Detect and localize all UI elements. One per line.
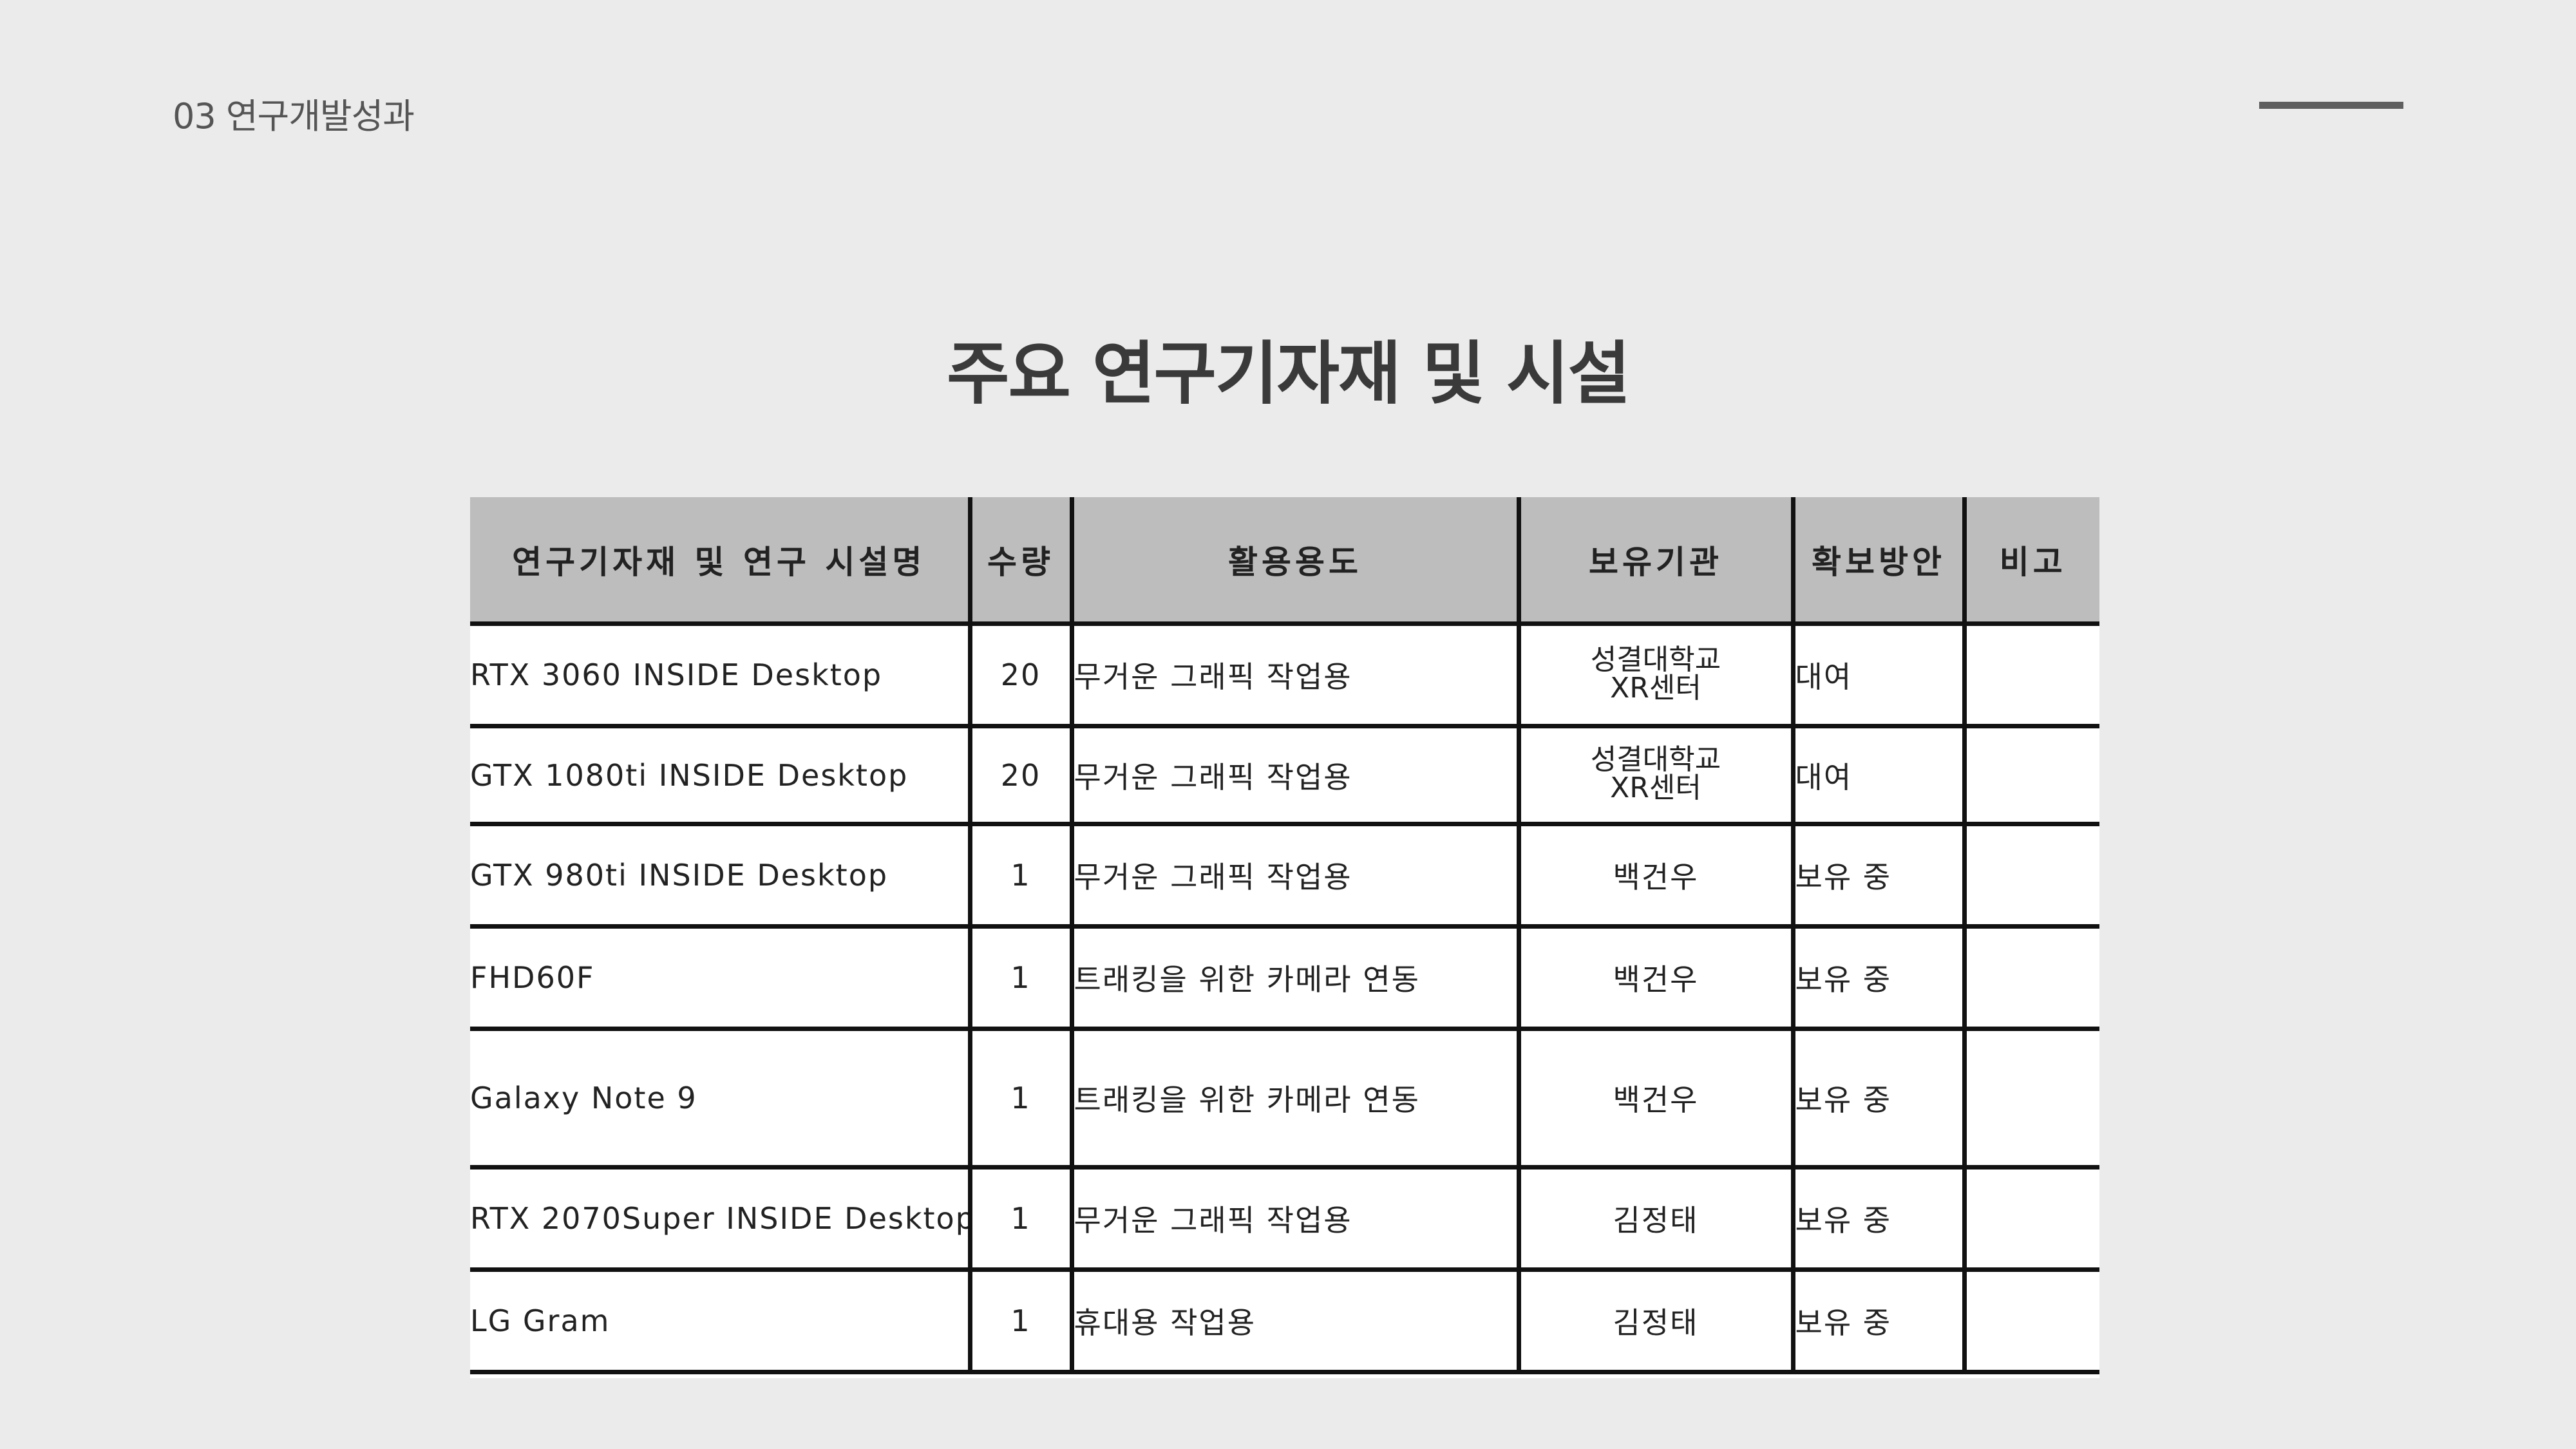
cell-org: 백건우 [1519,926,1795,1031]
table-row: GTX 1080ti INSIDE Desktop 20 무거운 그래픽 작업용… [470,726,2099,826]
cell-use: 무거운 그래픽 작업용 [1072,623,1521,728]
cell-org: 백건우 [1519,1028,1795,1170]
cell-org-text: 성결대학교 XR센터 [1590,643,1721,705]
cell-qty: 1 [970,1028,1074,1170]
cell-note [1964,824,2099,929]
cell-use: 트래킹을 위한 카메라 연동 [1072,1028,1521,1170]
column-header-use: 활용용도 [1072,497,1521,626]
cell-method: 보유 중 [1793,926,1967,1031]
cell-method: 보유 중 [1793,1269,1967,1374]
cell-org: 김정태 [1519,1269,1795,1374]
column-header-name: 연구기자재 및 연구 시설명 [470,497,972,626]
cell-note [1964,1028,2099,1170]
table-row: FHD60F 1 트래킹을 위한 카메라 연동 백건우 보유 중 [470,926,2099,1031]
cell-name: RTX 2070Super INSIDE Desktop [470,1167,972,1272]
equipment-table: 연구기자재 및 연구 시설명 수량 활용용도 보유기관 확보방안 비고 RTX … [470,497,2099,1374]
section-label: 03 연구개발성과 [173,96,415,137]
column-header-qty: 수량 [970,497,1074,626]
cell-org: 성결대학교 XR센터 [1519,726,1795,826]
equipment-table-container: 연구기자재 및 연구 시설명 수량 활용용도 보유기관 확보방안 비고 RTX … [470,497,2099,1378]
cell-note [1964,726,2099,826]
table-row: RTX 2070Super INSIDE Desktop 1 무거운 그래픽 작… [470,1167,2099,1272]
cell-note [1964,1269,2099,1374]
cell-qty: 1 [970,926,1074,1031]
cell-use: 트래킹을 위한 카메라 연동 [1072,926,1521,1031]
cell-method: 보유 중 [1793,824,1967,929]
column-header-org: 보유기관 [1519,497,1795,626]
cell-use: 휴대용 작업용 [1072,1269,1521,1374]
column-header-note: 비고 [1964,497,2099,626]
header-rule [2259,102,2403,109]
cell-qty: 1 [970,1167,1074,1272]
cell-name: FHD60F [470,926,972,1031]
cell-method: 대여 [1793,623,1967,728]
column-header-method: 확보방안 [1793,497,1967,626]
cell-name: GTX 980ti INSIDE Desktop [470,824,972,929]
cell-org: 김정태 [1519,1167,1795,1272]
cell-method: 대여 [1793,726,1967,826]
cell-name: RTX 3060 INSIDE Desktop [470,623,972,728]
cell-note [1964,1167,2099,1272]
table-header-row: 연구기자재 및 연구 시설명 수량 활용용도 보유기관 확보방안 비고 [470,497,2099,626]
cell-note [1964,623,2099,728]
cell-use: 무거운 그래픽 작업용 [1072,824,1521,929]
cell-use: 무거운 그래픽 작업용 [1072,1167,1521,1272]
cell-method: 보유 중 [1793,1167,1967,1272]
cell-qty: 20 [970,726,1074,826]
cell-qty: 1 [970,1269,1074,1374]
table-row: GTX 980ti INSIDE Desktop 1 무거운 그래픽 작업용 백… [470,824,2099,929]
cell-note [1964,926,2099,1031]
cell-name: GTX 1080ti INSIDE Desktop [470,726,972,826]
cell-org: 백건우 [1519,824,1795,929]
cell-method: 보유 중 [1793,1028,1967,1170]
cell-name: LG Gram [470,1269,972,1374]
table-row: Galaxy Note 9 1 트래킹을 위한 카메라 연동 백건우 보유 중 [470,1028,2099,1170]
cell-org: 성결대학교 XR센터 [1519,623,1795,728]
table-row: LG Gram 1 휴대용 작업용 김정태 보유 중 [470,1269,2099,1374]
cell-qty: 20 [970,623,1074,728]
cell-name: Galaxy Note 9 [470,1028,972,1170]
cell-use: 무거운 그래픽 작업용 [1072,726,1521,826]
page-title: 주요 연구기자재 및 시설 [947,334,1631,413]
cell-qty: 1 [970,824,1074,929]
table-row: RTX 3060 INSIDE Desktop 20 무거운 그래픽 작업용 성… [470,623,2099,728]
cell-org-text: 성결대학교 XR센터 [1590,743,1721,804]
